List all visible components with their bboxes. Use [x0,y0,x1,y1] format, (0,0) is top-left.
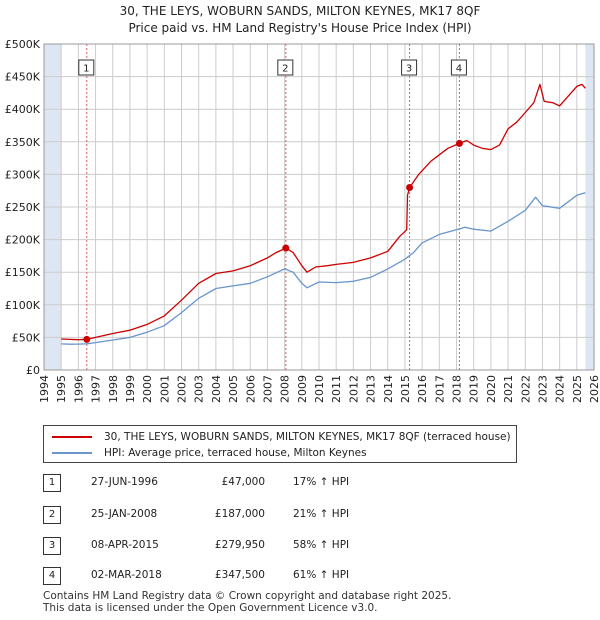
x-tick-label: 2017 [433,375,446,403]
property-price-line [61,83,586,341]
footer-line-2: This data is licensed under the Open Gov… [43,602,378,614]
sale-callout-3: 3 [401,59,418,76]
x-tick-label: 2023 [536,375,549,403]
x-tick-label: 2018 [451,375,464,403]
footer-attribution: Contains HM Land Registry data © Crown c… [43,590,451,614]
sale-point [406,183,414,191]
x-tick-label: 1998 [107,375,120,403]
sale-date: 02-MAR-2018 [91,569,162,581]
x-tick-label: 2025 [571,375,584,403]
x-tick-label: 2011 [330,375,343,403]
x-tick-label: 2021 [502,375,515,403]
sale-date: 27-JUN-1996 [91,476,158,488]
x-tick-label: 2022 [519,375,532,403]
x-tick-label: 1995 [55,375,68,403]
sale-number-badge: 4 [43,567,61,585]
legend: 30, THE LEYS, WOBURN SANDS, MILTON KEYNE… [43,425,517,463]
sale-price: £279,950 [214,539,265,551]
x-tick-label: 2013 [365,375,378,403]
sale-date: 08-APR-2015 [91,539,159,551]
y-tick-label: £200K [5,234,41,247]
y-tick-label: £500K [5,38,41,51]
x-tick-label: 2024 [554,375,567,403]
x-tick-label: 2002 [176,375,189,403]
y-tick-label: £350K [5,136,41,149]
sale-callout-label: 3 [406,64,412,75]
x-tick-label: 2007 [261,375,274,403]
x-tick-label: 2000 [141,375,154,403]
table-row: 3 08-APR-2015 £279,950 58% ↑ HPI [43,537,443,555]
sale-price: £347,500 [214,569,265,581]
y-tick-label: £300K [5,168,41,181]
sale-callout-2: 2 [277,59,294,76]
sale-hpi-change: 61% ↑ HPI [293,569,350,581]
x-tick-label: 1997 [90,375,103,403]
chart-subtitle: Price paid vs. HM Land Registry's House … [128,21,472,35]
sale-callout-box [401,59,418,76]
sale-callout-label: 1 [83,64,89,75]
legend-item-hpi: HPI: Average price, terraced house, Milt… [52,446,367,460]
x-tick-label: 2001 [158,375,171,403]
x-tick-label: 2006 [244,375,257,403]
sale-date: 25-JAN-2008 [91,508,158,520]
sale-callout-box [277,59,294,76]
chart-title: 30, THE LEYS, WOBURN SANDS, MILTON KEYNE… [119,4,481,18]
y-tick-label: £450K [5,71,41,84]
x-tick-label: 1999 [124,375,137,403]
legend-item-property: 30, THE LEYS, WOBURN SANDS, MILTON KEYNE… [52,430,511,444]
table-row: 2 25-JAN-2008 £187,000 21% ↑ HPI [43,506,443,524]
y-tick-label: £100K [5,299,41,312]
x-tick-label: 2015 [399,375,412,403]
x-tick-label: 2019 [468,375,481,403]
sale-callout-box [450,59,467,76]
x-tick-label: 2026 [588,375,600,403]
legend-label-hpi: HPI: Average price, terraced house, Milt… [104,447,367,459]
sale-hpi-change: 21% ↑ HPI [293,508,350,520]
price-chart: £0 £50K £100K £150K £200K £250K £300K £350K £400… [5,38,600,403]
x-tick-label: 2010 [313,375,326,403]
sale-point [455,139,463,147]
plot-border [43,43,595,371]
sale-number-badge: 1 [43,474,61,492]
x-tick-label: 2014 [382,375,395,403]
legend-label-property: 30, THE LEYS, WOBURN SANDS, MILTON KEYNE… [104,431,511,443]
x-tick-label: 1994 [38,375,51,403]
sale-price: £47,000 [221,476,265,488]
x-tick-label: 2005 [227,375,240,403]
y-tick-label: £150K [5,266,41,279]
sale-callout-4: 4 [450,59,467,76]
sale-point [282,244,290,252]
y-tick-label: £0 [26,364,40,377]
sale-callout-label: 4 [456,64,462,75]
sale-number-badge: 2 [43,506,61,524]
sale-callout-box [78,59,95,76]
footer-line-1: Contains HM Land Registry data © Crown c… [43,590,452,602]
y-tick-label: £250K [5,201,41,214]
sale-callout-label: 2 [282,64,288,75]
table-row: 1 27-JUN-1996 £47,000 17% ↑ HPI [43,474,443,492]
sale-point [83,335,91,343]
hpi-line [61,192,586,345]
x-tick-label: 1996 [72,375,85,403]
x-tick-label: 2009 [296,375,309,403]
sale-hpi-change: 58% ↑ HPI [293,539,350,551]
table-row: 4 02-MAR-2018 £347,500 61% ↑ HPI [43,567,443,585]
x-tick-label: 2012 [347,375,360,403]
x-tick-label: 2004 [210,375,223,403]
legend-swatch-hpi [52,452,92,454]
legend-swatch-property [52,436,92,438]
x-tick-label: 2003 [193,375,206,403]
x-tick-label: 2016 [416,375,429,403]
sale-hpi-change: 17% ↑ HPI [293,476,350,488]
sale-callout-1: 1 [78,59,95,76]
sale-number-badge: 3 [43,537,61,555]
x-tick-label: 2020 [485,375,498,403]
x-tick-label: 2008 [279,375,292,403]
y-tick-label: £400K [5,103,41,116]
sale-price: £187,000 [214,508,265,520]
y-tick-label: £50K [12,331,41,344]
